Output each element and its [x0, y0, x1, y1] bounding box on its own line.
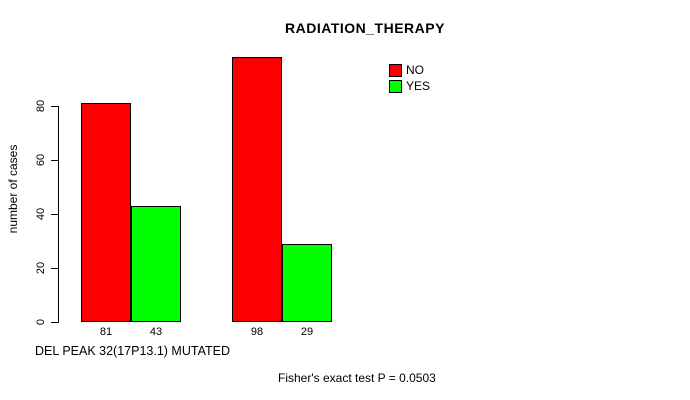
bar-yes-group1	[131, 206, 181, 322]
bar-value-label: 43	[149, 326, 163, 338]
bar-value-label: 98	[250, 326, 264, 338]
chart-title: RADIATION_THERAPY	[285, 20, 445, 36]
bar-value-label: 29	[300, 326, 314, 338]
legend-label: NO	[406, 63, 424, 77]
y-tick-label: 0	[35, 318, 47, 326]
y-axis-line	[58, 106, 59, 323]
legend-swatch-icon	[389, 63, 402, 77]
bar-value-label: 81	[99, 326, 113, 338]
y-tick-label: 80	[35, 99, 47, 113]
y-tick-mark	[51, 214, 58, 215]
legend-swatch-icon	[389, 79, 402, 93]
y-tick-label: 20	[35, 261, 47, 275]
y-tick-mark	[51, 160, 58, 161]
y-axis-label: number of cases	[6, 144, 20, 234]
legend-label: YES	[406, 79, 431, 93]
y-tick-mark	[51, 322, 58, 323]
legend-row: YES	[389, 79, 430, 93]
y-tick-label: 60	[35, 153, 47, 167]
bar-yes-group2	[282, 244, 332, 322]
y-tick-label: 40	[35, 207, 47, 221]
bar-no-group2	[232, 57, 282, 322]
x-axis-label: DEL PEAK 32(17P13.1) MUTATED	[35, 344, 230, 358]
legend: NO YES	[389, 63, 430, 95]
pvalue-annotation: Fisher's exact test P = 0.0503	[278, 371, 436, 385]
y-tick-mark	[51, 106, 58, 107]
bar-no-group1	[81, 103, 131, 322]
legend-row: NO	[389, 63, 430, 77]
y-tick-mark	[51, 268, 58, 269]
